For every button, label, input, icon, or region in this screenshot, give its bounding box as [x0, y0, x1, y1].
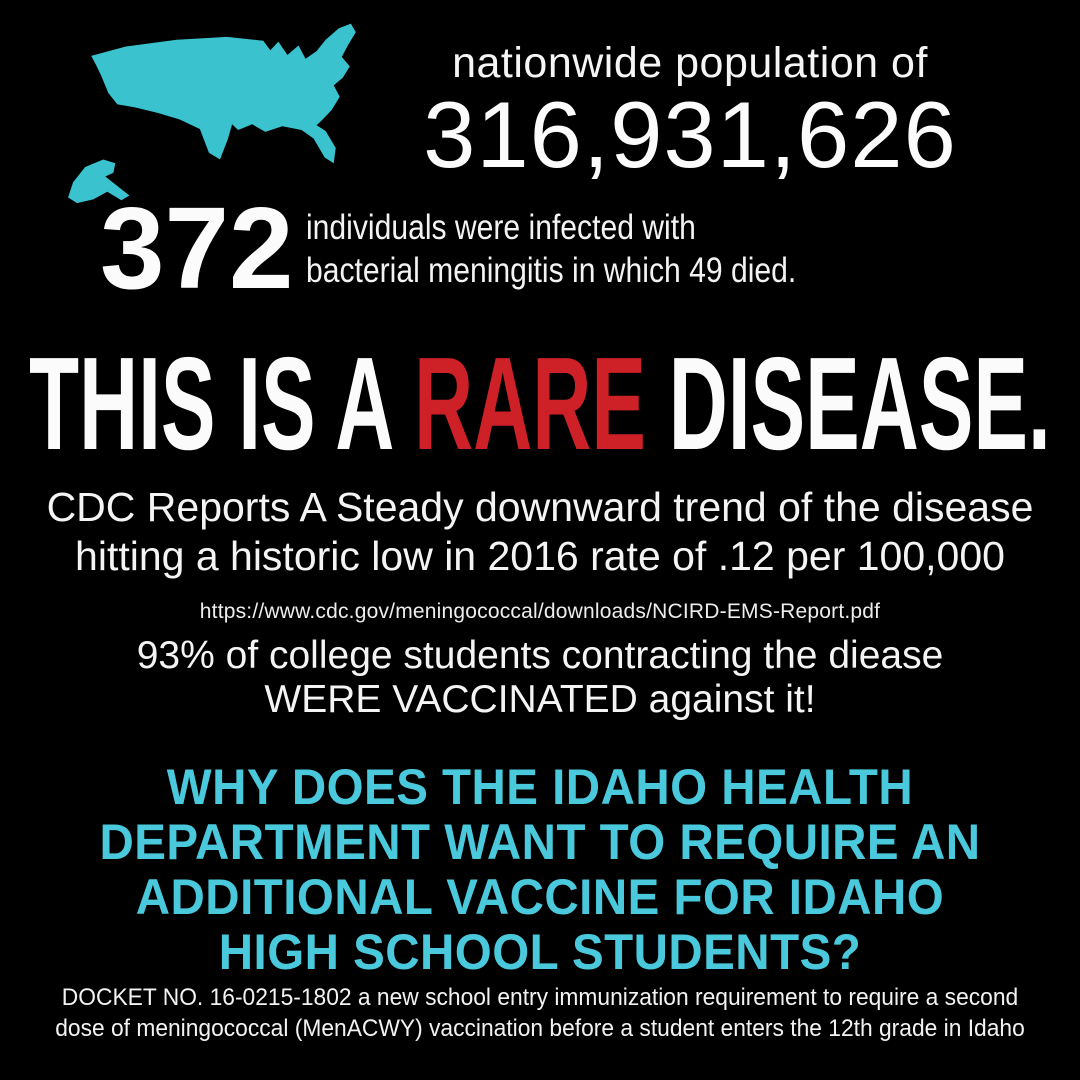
question-line3: ADDITIONAL VACCINE FOR IDAHO — [135, 869, 945, 925]
infected-count: 372 — [100, 183, 294, 313]
infected-description-line2: bacterial meningitis in which 49 died. — [306, 251, 797, 290]
headline-pre: THIS IS A — [29, 330, 415, 477]
footer-docket-line1: DOCKET NO. 16-0215-1802 a new school ent… — [61, 984, 1019, 1011]
vaccination-stat-line2: WERE VACCINATED against it! — [264, 678, 816, 721]
footer-docket-line2: dose of meningococcal (MenACWY) vaccinat… — [55, 1015, 1025, 1042]
cdc-summary-line1: CDC Reports A Steady downward trend of t… — [46, 484, 1034, 530]
source-url: https://www.cdc.gov/meningococcal/downlo… — [199, 600, 881, 623]
headline-highlight: RARE — [414, 330, 647, 477]
headline-post: DISEASE. — [646, 330, 1051, 477]
population-label: nationwide population of — [452, 39, 928, 87]
usa-mainland-shape — [91, 23, 356, 164]
question-line2: DEPARTMENT WANT TO REQUIRE AN — [99, 814, 981, 870]
cdc-summary-line2: hitting a historic low in 2016 rate of .… — [75, 533, 1005, 579]
population-number: 316,931,626 — [423, 82, 957, 188]
headline: THIS IS A RARE DISEASE. — [0, 338, 1080, 478]
usa-alaska-shape — [68, 159, 130, 204]
footer-docket-note: DOCKET NO. 16-0215-1802 a new school ent… — [27, 982, 1053, 1044]
cdc-summary: CDC Reports A Steady downward trend of t… — [0, 483, 1080, 581]
question-line1: WHY DOES THE IDAHO HEALTH — [166, 759, 914, 815]
usa-map-icon — [58, 16, 380, 206]
vaccination-stat-line1: 93% of college students contracting the … — [136, 634, 944, 677]
infected-description-line1: individuals were infected with — [306, 208, 696, 247]
vaccination-stat: 93% of college students contracting the … — [0, 634, 1080, 722]
question-line4: HIGH SCHOOL STUDENTS? — [218, 924, 862, 980]
population-block: nationwide population of 316,931,626 — [382, 39, 998, 188]
question-heading: WHY DOES THE IDAHO HEALTH DEPARTMENT WAN… — [27, 760, 1053, 980]
headline-line: THIS IS A RARE DISEASE. — [29, 338, 1051, 470]
infected-description: individuals were infected with bacterial… — [306, 206, 796, 292]
